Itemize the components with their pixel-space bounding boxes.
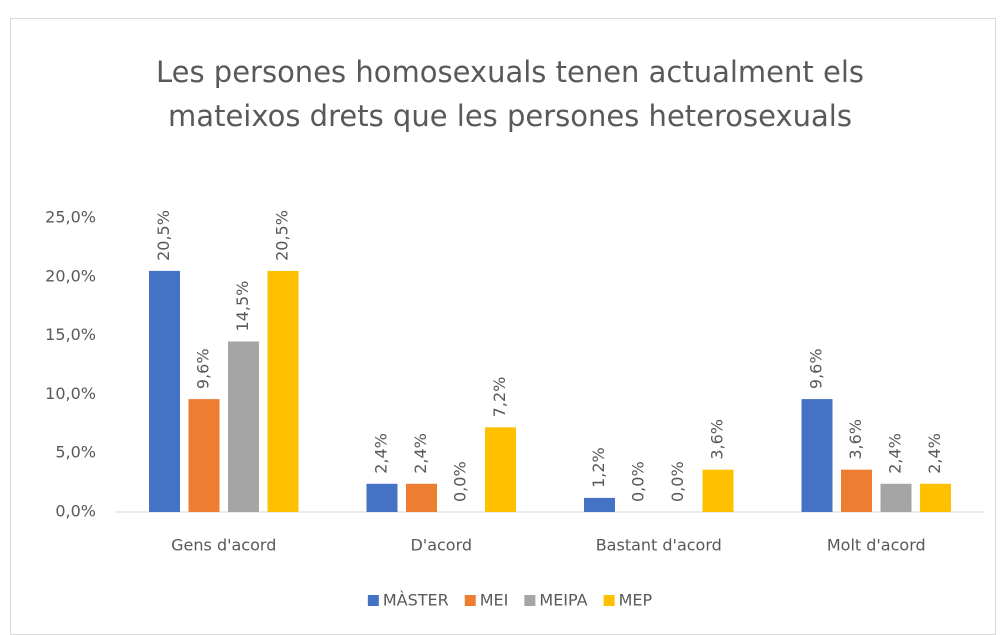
legend-label: MEIPA bbox=[539, 591, 587, 610]
bar bbox=[485, 427, 516, 512]
bar bbox=[267, 270, 299, 512]
value-label: 2,4% bbox=[411, 433, 430, 474]
bar bbox=[920, 483, 951, 512]
legend-swatch bbox=[524, 595, 536, 606]
value-label: 14,5% bbox=[233, 281, 252, 332]
value-label: 9,6% bbox=[807, 348, 826, 389]
x-tick-label: Gens d'acord bbox=[171, 536, 276, 555]
bar bbox=[149, 270, 180, 512]
y-tick-label: 15,0% bbox=[45, 325, 96, 344]
value-label: 2,4% bbox=[925, 433, 944, 474]
chart-title: Les persones homosexuals tenen actualmen… bbox=[155, 55, 865, 133]
legend-swatch bbox=[603, 595, 615, 606]
bar bbox=[880, 483, 912, 512]
value-label: 2,4% bbox=[372, 433, 391, 474]
value-label: 9,6% bbox=[194, 348, 213, 389]
y-tick-label: 5,0% bbox=[55, 443, 96, 462]
bar bbox=[188, 399, 220, 512]
y-tick-label: 20,0% bbox=[45, 266, 96, 285]
x-tick-label: Bastant d'acord bbox=[596, 536, 722, 555]
value-label: 3,6% bbox=[708, 419, 727, 460]
x-tick-label: Molt d'acord bbox=[827, 536, 926, 555]
bar bbox=[584, 497, 615, 512]
legend-label: MEP bbox=[619, 591, 653, 610]
value-label: 20,5% bbox=[154, 210, 173, 261]
bar bbox=[841, 469, 872, 512]
y-tick-label: 10,0% bbox=[45, 384, 96, 403]
value-label: 1,2% bbox=[589, 447, 608, 488]
y-tick-label: 0,0% bbox=[55, 502, 96, 521]
legend-label: MÀSTER bbox=[383, 591, 449, 610]
value-label: 0,0% bbox=[629, 461, 648, 502]
y-tick-label: 25,0% bbox=[45, 208, 96, 227]
value-label: 0,0% bbox=[451, 461, 470, 502]
x-tick-label: D'acord bbox=[410, 536, 472, 555]
legend-swatch bbox=[367, 595, 379, 606]
bar bbox=[702, 469, 734, 512]
legend-label: MEI bbox=[480, 591, 509, 610]
bar bbox=[366, 483, 398, 512]
bar bbox=[801, 399, 833, 512]
value-label: 0,0% bbox=[668, 461, 687, 502]
legend-swatch bbox=[464, 595, 476, 606]
value-label: 3,6% bbox=[846, 419, 865, 460]
value-label: 2,4% bbox=[886, 433, 905, 474]
bar bbox=[228, 341, 259, 512]
value-label: 7,2% bbox=[490, 377, 509, 418]
value-label: 20,5% bbox=[273, 210, 292, 261]
bar bbox=[406, 483, 437, 512]
